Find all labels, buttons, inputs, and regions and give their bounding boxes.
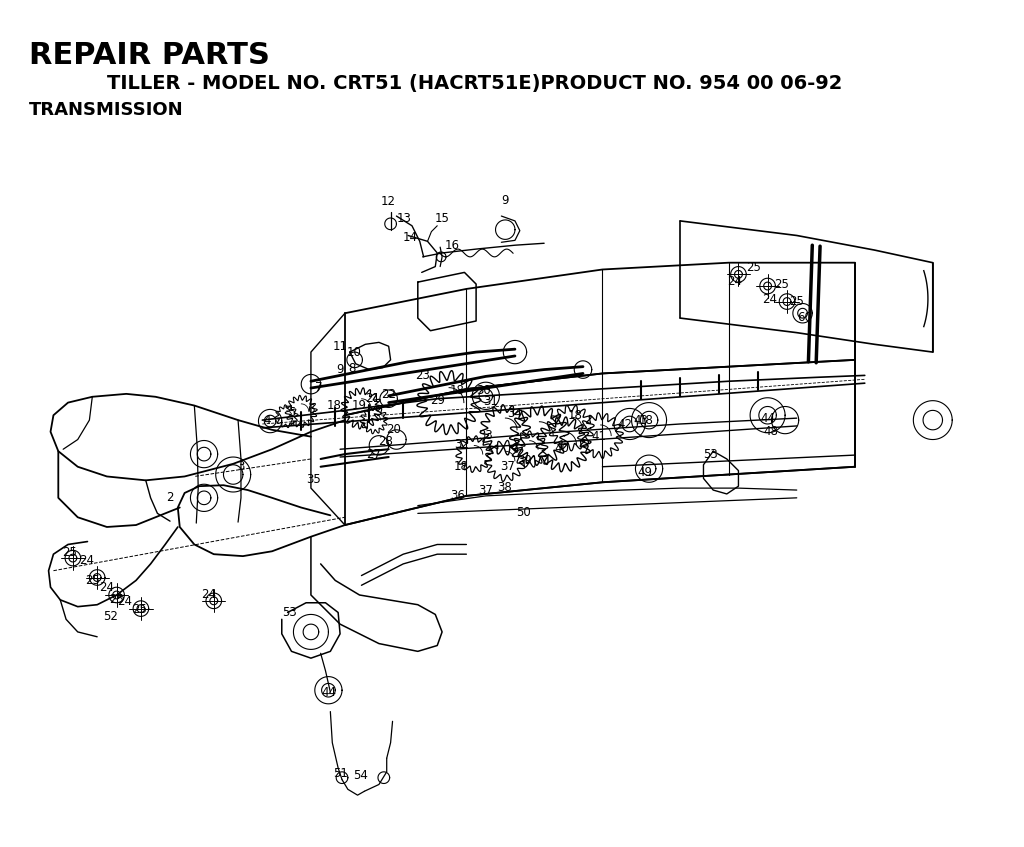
Text: 22: 22 bbox=[381, 388, 396, 401]
Text: 25: 25 bbox=[746, 261, 762, 274]
Text: 25: 25 bbox=[774, 278, 788, 291]
Text: 2: 2 bbox=[166, 491, 174, 504]
Text: 14: 14 bbox=[402, 231, 418, 244]
Text: 7: 7 bbox=[315, 380, 323, 394]
Text: 18: 18 bbox=[454, 460, 469, 473]
Text: 24: 24 bbox=[99, 581, 115, 594]
Text: 29: 29 bbox=[430, 394, 444, 407]
Text: 16: 16 bbox=[444, 239, 460, 252]
Text: 21: 21 bbox=[365, 392, 380, 405]
Text: 8: 8 bbox=[348, 363, 355, 375]
Text: 9: 9 bbox=[336, 363, 344, 376]
Text: TILLER - MODEL NO. CRT51 (HACRT51E)PRODUCT NO. 954 00 06-92: TILLER - MODEL NO. CRT51 (HACRT51E)PRODU… bbox=[106, 75, 843, 93]
Text: 37: 37 bbox=[478, 484, 494, 496]
Text: 44: 44 bbox=[321, 686, 336, 699]
Text: 18: 18 bbox=[567, 409, 583, 422]
Text: 11: 11 bbox=[333, 340, 347, 352]
Text: 30: 30 bbox=[476, 385, 492, 397]
Text: REPAIR PARTS: REPAIR PARTS bbox=[29, 42, 270, 70]
Text: 20: 20 bbox=[386, 424, 401, 436]
Text: 25: 25 bbox=[62, 545, 78, 559]
Text: 51: 51 bbox=[334, 767, 348, 780]
Text: 36: 36 bbox=[451, 490, 465, 502]
Text: 42: 42 bbox=[617, 418, 632, 431]
Text: 32: 32 bbox=[454, 438, 469, 451]
Text: 13: 13 bbox=[396, 213, 412, 225]
Text: TRANSMISSION: TRANSMISSION bbox=[29, 102, 183, 119]
Text: 39: 39 bbox=[517, 454, 532, 468]
Text: 35: 35 bbox=[306, 473, 322, 486]
Text: 52: 52 bbox=[103, 610, 118, 623]
Text: 60: 60 bbox=[797, 311, 812, 324]
Text: 25: 25 bbox=[132, 603, 147, 616]
Text: 24: 24 bbox=[117, 595, 132, 608]
Text: 31: 31 bbox=[483, 396, 498, 408]
Text: 40: 40 bbox=[554, 442, 569, 455]
Text: 25: 25 bbox=[110, 594, 124, 606]
Text: 4: 4 bbox=[263, 413, 271, 427]
Text: 48: 48 bbox=[763, 425, 778, 438]
Text: 25: 25 bbox=[790, 295, 804, 308]
Text: 25: 25 bbox=[85, 574, 99, 587]
Text: 3: 3 bbox=[238, 460, 245, 473]
Text: 37: 37 bbox=[500, 460, 515, 473]
Text: 18: 18 bbox=[327, 399, 342, 412]
Text: 18: 18 bbox=[450, 385, 464, 397]
Text: 24: 24 bbox=[202, 588, 216, 601]
Text: 41: 41 bbox=[591, 430, 606, 443]
Text: 53: 53 bbox=[283, 606, 297, 619]
Text: 5: 5 bbox=[288, 406, 295, 418]
Text: 12: 12 bbox=[380, 195, 395, 208]
Text: 44: 44 bbox=[760, 412, 775, 424]
Text: 28: 28 bbox=[378, 435, 393, 448]
Text: 24: 24 bbox=[79, 554, 94, 567]
Text: 23: 23 bbox=[415, 369, 430, 382]
Text: 6: 6 bbox=[307, 403, 314, 416]
Text: 49: 49 bbox=[638, 466, 652, 479]
Text: 38: 38 bbox=[497, 480, 512, 494]
Text: 24: 24 bbox=[762, 293, 777, 306]
Text: 50: 50 bbox=[516, 506, 531, 519]
Text: 34: 34 bbox=[508, 407, 522, 420]
Text: 33: 33 bbox=[478, 429, 494, 442]
Text: 18: 18 bbox=[639, 413, 653, 427]
Text: 43: 43 bbox=[634, 413, 649, 427]
Text: 10: 10 bbox=[346, 346, 361, 358]
Text: 15: 15 bbox=[434, 213, 450, 225]
Text: 53: 53 bbox=[702, 447, 718, 461]
Text: 27: 27 bbox=[367, 447, 382, 461]
Text: 24: 24 bbox=[727, 274, 742, 288]
Text: 54: 54 bbox=[353, 769, 368, 783]
Text: 19: 19 bbox=[352, 399, 367, 412]
Text: 9: 9 bbox=[502, 194, 509, 207]
